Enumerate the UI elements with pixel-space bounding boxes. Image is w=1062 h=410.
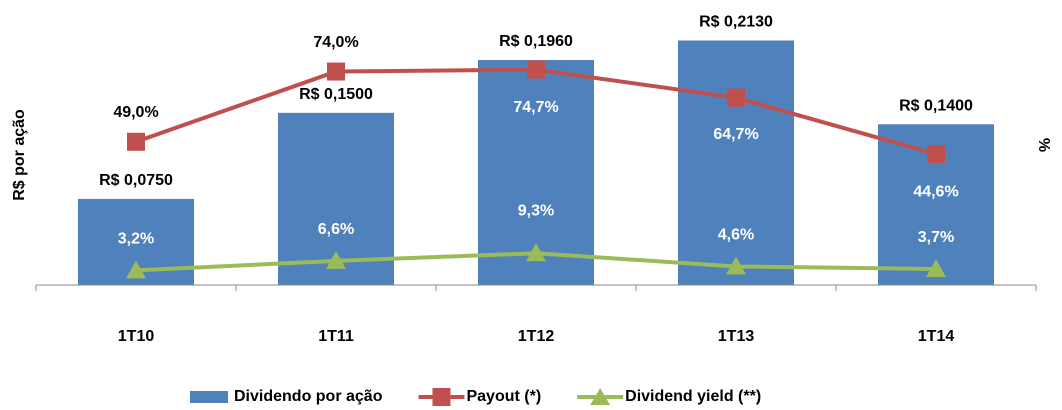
legend-label: Payout (*) (466, 388, 541, 405)
line-marker (526, 243, 546, 262)
legend-marker (432, 388, 451, 406)
legend-swatch (190, 391, 228, 403)
x-tick-label: 1T12 (518, 328, 555, 345)
line-marker (727, 88, 745, 107)
line-value-label: 44,6% (913, 183, 958, 200)
legend-label: Dividend yield (**) (625, 388, 761, 405)
line-value-label: 74,0% (313, 34, 358, 51)
x-tick-label: 1T14 (918, 328, 955, 345)
line-marker (326, 250, 346, 269)
line-value-label: 9,3% (518, 202, 554, 219)
line-marker (926, 258, 946, 277)
line-marker (327, 62, 345, 81)
x-tick-label: 1T10 (118, 328, 155, 345)
line-value-label: 6,6% (318, 221, 354, 238)
line-marker (127, 132, 145, 151)
bar-value-label: R$ 0,1960 (499, 33, 573, 50)
line-value-label: 74,7% (513, 99, 558, 116)
line-marker (927, 145, 945, 164)
line-value-label: 3,2% (118, 231, 154, 248)
line-marker (126, 260, 146, 279)
line-value-label: 4,6% (718, 227, 754, 244)
bar-value-label: R$ 0,0750 (99, 172, 173, 189)
line-marker (527, 60, 545, 79)
line-value-label: 49,0% (113, 104, 158, 121)
x-tick-label: 1T11 (318, 328, 354, 345)
line-value-label: 64,7% (713, 126, 758, 143)
bar-value-label: R$ 0,1500 (299, 86, 373, 103)
legend-label: Dividendo por ação (234, 388, 383, 405)
line-marker (726, 256, 746, 275)
legend-marker (590, 388, 611, 405)
y2-axis-label: % (1035, 138, 1052, 152)
bar-value-label: R$ 0,2130 (699, 14, 773, 31)
bar-value-label: R$ 0,1400 (899, 98, 973, 115)
line-value-label: 3,7% (918, 229, 954, 246)
x-tick-label: 1T13 (718, 328, 755, 345)
y-axis-label: R$ por ação (11, 109, 28, 201)
bar (678, 40, 794, 285)
